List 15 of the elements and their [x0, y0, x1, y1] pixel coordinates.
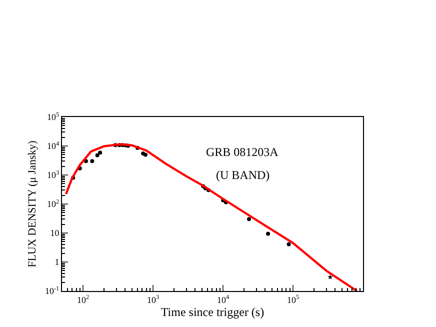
x-tick-label: 10$^{4}$	[216, 294, 230, 305]
y-tick-label: 10$^{5}$	[47, 111, 60, 122]
y-tick-label: 10	[50, 228, 60, 238]
x-axis-title: Time since trigger (s)	[160, 304, 264, 319]
y-tick-label: 10$^{4}$	[47, 140, 60, 152]
y-tick-label: 10$^{2}$	[47, 198, 60, 210]
annotation: GRB 081203A	[206, 145, 279, 159]
y-axis-title: FLUX DENSITY (μ Jansky)	[26, 140, 39, 268]
annotation: (U BAND)	[216, 168, 270, 182]
y-tick-label: 1	[54, 257, 60, 268]
y-tick-label: 10$^{-1}$	[44, 285, 60, 296]
x-tick-label: 10$^{2}$	[76, 294, 90, 305]
x-tick-label: 10$^{5}$	[286, 294, 300, 305]
x-tick-label: 10$^{3}$	[146, 294, 160, 305]
y-tick-label: 10$^{3}$	[47, 169, 60, 180]
